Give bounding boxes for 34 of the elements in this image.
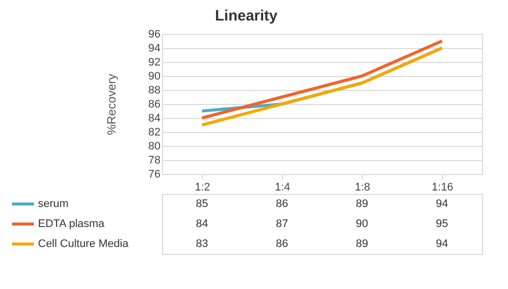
y-tick-label: 80 — [148, 140, 160, 152]
y-tick-label: 86 — [148, 98, 160, 110]
y-tick-label: 94 — [148, 42, 160, 54]
y-tick-label: 84 — [148, 112, 160, 124]
data-label: 89 — [356, 238, 368, 250]
data-label: 85 — [196, 198, 208, 210]
x-tick-label: 1:16 — [432, 182, 454, 194]
y-tick-label: 92 — [148, 56, 160, 68]
y-tick-label: 76 — [148, 168, 160, 180]
x-tick-label: 1:4 — [274, 182, 290, 194]
y-tick-label: 82 — [148, 126, 160, 138]
x-tick-label: 1:2 — [194, 182, 210, 194]
y-tick-label: 96 — [148, 28, 160, 40]
data-label: 94 — [436, 198, 448, 210]
line-series — [200, 40, 444, 120]
data-label: 87 — [276, 218, 288, 230]
legend-label: serum — [38, 198, 69, 210]
data-label: 86 — [276, 238, 288, 250]
legend-label: Cell Culture Media — [38, 238, 130, 250]
data-label: 90 — [356, 218, 368, 230]
y-axis-title: %Recovery — [104, 74, 118, 136]
data-label: 94 — [436, 238, 448, 250]
data-label: 95 — [436, 218, 448, 230]
legend-label: EDTA plasma — [38, 218, 106, 230]
data-label: 86 — [276, 198, 288, 210]
y-tick-label: 78 — [148, 154, 160, 166]
data-label: 83 — [196, 238, 208, 250]
data-label: 84 — [196, 218, 208, 230]
y-tick-label: 88 — [148, 84, 160, 96]
line-series — [200, 46, 444, 126]
chart-title: Linearity — [214, 8, 278, 24]
x-tick-label: 1:8 — [354, 182, 370, 194]
data-label: 89 — [356, 198, 368, 210]
y-tick-label: 90 — [148, 70, 160, 82]
